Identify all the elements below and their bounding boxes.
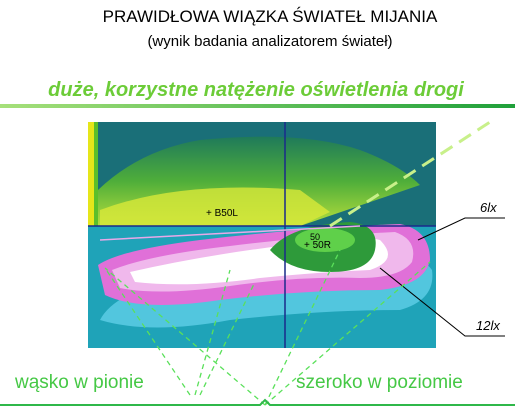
subtitle: (wynik badania analizatorem świateł) [147,33,392,50]
callout-line [379,267,505,337]
p50r-label: + 50R [304,240,331,251]
callout-line [417,217,505,241]
underline [0,104,515,108]
callout-12lx: 12lx [476,318,500,333]
b50l-label: + B50L [206,208,238,219]
bottom-line [0,398,515,406]
bottom-left-label: wąsko w pionie [14,372,144,393]
headline: duże, korzystne natężenie oświetlenia dr… [48,79,464,101]
p50v-label: 50 [310,232,320,242]
title: PRAWIDŁOWA WIĄZKA ŚWIATEŁ MIJANIA [103,7,438,26]
bottom-right-label: szeroko w poziomie [296,372,463,393]
pointer-lines [104,249,431,406]
callout-6lx: 6lx [480,200,497,215]
beam-image: + B50L 50 + 50R [88,122,436,348]
cutoff-line [329,120,491,228]
